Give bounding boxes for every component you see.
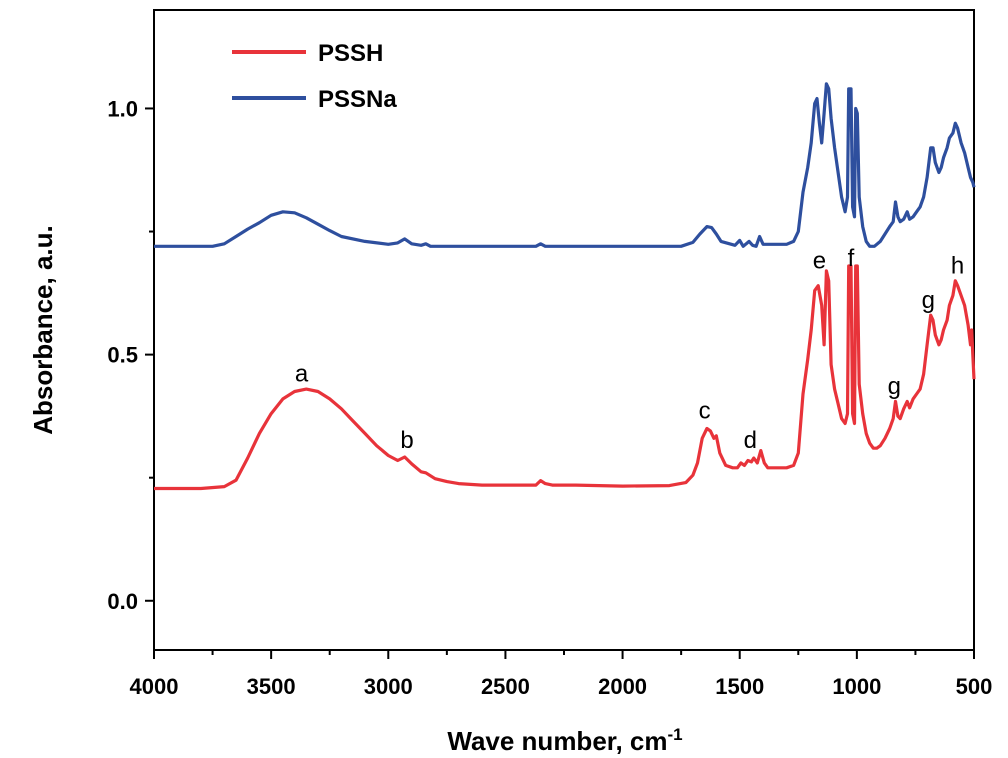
- peak-label-h: h: [951, 252, 964, 279]
- x-tick-label: 4000: [130, 674, 179, 699]
- x-tick-label: 3500: [247, 674, 296, 699]
- x-tick-label: 2000: [598, 674, 647, 699]
- peak-label-g: g: [888, 373, 901, 400]
- peak-label-e: e: [813, 247, 826, 274]
- x-tick-label: 2500: [481, 674, 530, 699]
- y-tick-label: 0.5: [107, 343, 138, 368]
- x-tick-label: 3000: [364, 674, 413, 699]
- x-tick-label: 500: [956, 674, 993, 699]
- x-tick-label: 1500: [715, 674, 764, 699]
- y-tick-label: 1.0: [107, 96, 138, 121]
- peak-label-g: g: [922, 287, 935, 314]
- peak-label-f: f: [848, 245, 855, 272]
- series-line-pssh: [154, 264, 976, 491]
- peak-label-c: c: [699, 398, 711, 425]
- series-group: [154, 82, 976, 491]
- axis-ticks: 4000 3500 3000 2500 2000 1500 1000 500 0.0 0.5 1.0: [107, 96, 992, 699]
- peak-label-b: b: [400, 427, 413, 454]
- x-tick-label: 1000: [832, 674, 881, 699]
- legend-label-pssna: PSSNa: [318, 86, 397, 113]
- series-line-pssna: [154, 82, 976, 248]
- peak-label-a: a: [295, 361, 309, 388]
- legend-label-pssh: PSSH: [318, 40, 383, 67]
- y-tick-label: 0.0: [107, 589, 138, 614]
- legend: PSSH PSSNa: [232, 40, 397, 113]
- x-axis-label: Wave number, cm-1: [447, 725, 682, 756]
- peak-label-d: d: [744, 427, 757, 454]
- y-axis-label: Absorbance, a.u.: [28, 225, 58, 435]
